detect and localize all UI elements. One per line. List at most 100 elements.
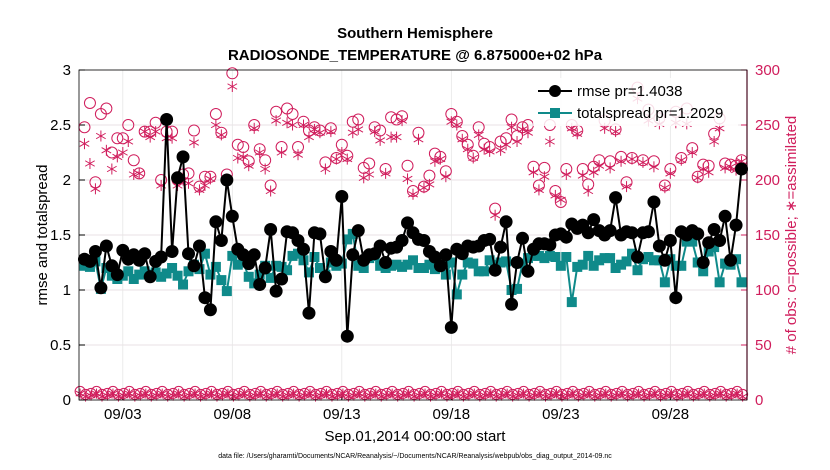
star-arm <box>331 155 342 163</box>
obs-assimilated-point <box>210 119 221 131</box>
x-axis-tick-label: 09/03 <box>104 406 142 423</box>
obs-assimilated-bottom-point <box>480 390 490 401</box>
star-arm <box>606 393 616 400</box>
star-arm <box>562 392 572 399</box>
star-arm <box>185 392 195 399</box>
star-arm <box>414 392 425 399</box>
totalspread-point <box>457 269 468 280</box>
rmse-point <box>505 297 519 311</box>
star-arm <box>325 128 336 135</box>
rmse-series <box>77 113 749 343</box>
totalspread-point <box>276 261 287 272</box>
star-arm <box>134 170 145 177</box>
star-arm <box>338 390 348 397</box>
star-arm <box>710 392 720 399</box>
obs-assimilated-point <box>473 129 484 141</box>
obs-assimilated-point <box>402 173 413 185</box>
x-axis-tick-label: 09/13 <box>323 406 361 423</box>
totalspread-point <box>659 277 670 288</box>
star-arm <box>86 392 96 399</box>
obs-assimilated-point <box>528 166 539 178</box>
star-arm <box>484 148 495 155</box>
star-arm <box>404 390 414 397</box>
y-axis-label-right: # of obs: o=possible; ∗=assimilated <box>783 116 800 355</box>
star-arm <box>310 393 321 400</box>
star-arm <box>584 390 594 397</box>
rmse-point <box>373 239 387 253</box>
obs-possible-point <box>187 124 200 137</box>
rmse-point <box>499 215 513 229</box>
x-axis-tick-label: 09/08 <box>214 406 252 423</box>
obs-assimilated-bottom-point <box>234 390 244 401</box>
obs-assimilated-point <box>90 183 101 195</box>
obs-assimilated-point <box>145 131 156 143</box>
totalspread-point <box>413 263 424 273</box>
star-arm <box>579 392 589 399</box>
star-arm <box>393 393 403 400</box>
obs-assimilated-bottom-point <box>217 390 228 401</box>
rmse-point <box>313 227 327 241</box>
star-arm <box>371 390 381 397</box>
rmse-point <box>143 270 157 284</box>
star-arm <box>506 124 517 131</box>
obs-assimilated-point <box>424 178 435 190</box>
rmse-point <box>609 191 623 205</box>
star-arm <box>75 390 85 397</box>
x-axis: 09/03 09/08 09/13 09/18 09/23 09/28 <box>104 394 689 423</box>
star-arm <box>491 393 501 400</box>
totalspread-point <box>282 265 293 276</box>
star-arm <box>495 147 506 154</box>
star-arm <box>79 140 90 147</box>
plot-area <box>74 67 749 402</box>
obs-possible-point <box>231 138 244 151</box>
obs-assimilated-point <box>287 119 298 131</box>
obs-assimilated-point <box>605 162 616 174</box>
rmse-point <box>543 238 557 252</box>
star-arm <box>261 393 271 400</box>
obs-assimilated-point <box>616 155 627 167</box>
obs-assimilated-bottom-point <box>431 390 441 401</box>
star-arm <box>84 160 95 167</box>
rmse-point <box>176 150 190 164</box>
totalspread-point <box>178 279 189 290</box>
rmse-point <box>247 248 261 262</box>
totalspread-point <box>572 261 583 272</box>
star-arm <box>699 390 709 397</box>
totalspread-point <box>418 263 429 273</box>
star-arm <box>595 392 605 399</box>
rmse-point <box>729 218 743 232</box>
star-arm <box>343 393 353 400</box>
star-arm <box>332 392 343 399</box>
obs-assimilated-bottom-point <box>595 390 605 401</box>
obs-assimilated-point <box>276 147 287 158</box>
star-arm <box>289 390 299 397</box>
rmse-point <box>269 284 283 298</box>
star-arm <box>528 169 539 176</box>
star-arm <box>150 128 161 135</box>
rmse-point <box>587 213 601 227</box>
star-arm <box>179 393 189 400</box>
star-arm <box>228 393 238 400</box>
obs-assimilated-point <box>375 134 386 146</box>
rmse-point <box>351 224 365 238</box>
star-arm <box>117 149 128 156</box>
obs-possible-point <box>111 132 124 145</box>
obs-assimilated-point <box>501 139 512 151</box>
star-arm <box>599 125 610 132</box>
obs-assimilated-bottom-point <box>661 390 671 401</box>
star-arm <box>644 392 655 399</box>
obs-assimilated-point <box>84 158 95 169</box>
rmse-point <box>433 259 447 273</box>
star-arm <box>239 390 249 397</box>
obs-assimilated-bottom-point <box>152 390 162 401</box>
totalspread-point <box>698 266 709 277</box>
left-axis-tick-label: 1.5 <box>50 227 71 244</box>
star-arm <box>397 117 408 124</box>
star-arm <box>627 155 638 163</box>
legend-rmse-label: rmse pr=1.4038 <box>577 83 682 100</box>
obs-assimilated-bottom-point <box>168 390 178 401</box>
star-arm <box>464 392 474 399</box>
star-arm <box>201 392 211 399</box>
star-arm <box>447 392 458 399</box>
star-arm <box>223 390 233 397</box>
